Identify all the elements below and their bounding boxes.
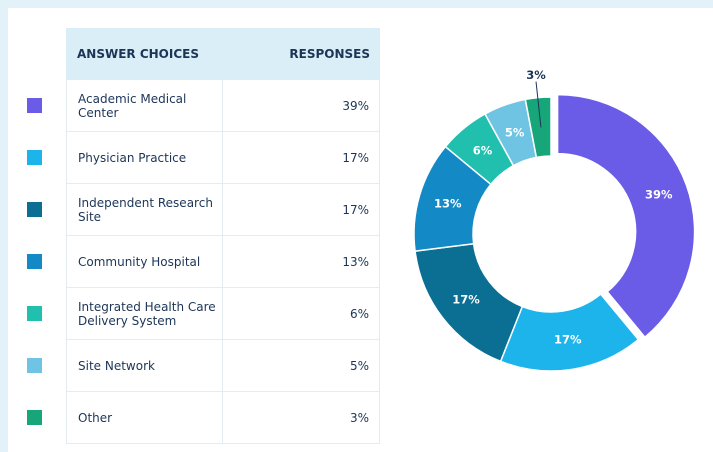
table-row: Community Hospital 13% [27, 236, 380, 288]
table-row: Other 3% [27, 392, 380, 444]
legend-swatch [27, 254, 42, 269]
category-cell: Physician Practice [67, 132, 223, 183]
category-cell: Academic Medical Center [67, 80, 223, 131]
category-cell: Other [67, 392, 223, 443]
legend-swatch [27, 98, 42, 113]
table-row: Integrated Health Care Delivery System 6% [27, 288, 380, 340]
category-cell: Independent Research Site [67, 184, 223, 235]
slice-label: 13% [434, 197, 462, 211]
panel: ANSWER CHOICES RESPONSES Academic Medica… [8, 8, 713, 452]
category-cell: Integrated Health Care Delivery System [67, 288, 223, 339]
legend-swatch [27, 150, 42, 165]
value-cell: 13% [342, 254, 369, 269]
table-header: ANSWER CHOICES RESPONSES [66, 28, 380, 80]
slice-label: 5% [505, 125, 525, 139]
slice-label: 17% [554, 333, 582, 347]
donut-chart: 39% 17% 17% 13% 6% 5% 3% [413, 68, 696, 372]
legend-swatch [27, 358, 42, 373]
donut-slice [556, 93, 696, 339]
table-row: Site Network 5% [27, 340, 380, 392]
table: ANSWER CHOICES RESPONSES Academic Medica… [27, 28, 380, 444]
value-cell: 6% [349, 306, 369, 321]
table-row: Independent Research Site 17% [27, 184, 380, 236]
slice-label: 39% [645, 188, 673, 202]
value-cell: 17% [342, 150, 369, 165]
legend-swatch [27, 410, 42, 425]
table-row: Physician Practice 17% [27, 132, 380, 184]
table-row: Academic Medical Center 39% [27, 80, 380, 132]
slice-label: 3% [526, 68, 546, 82]
donut-slice [524, 96, 552, 159]
category-cell: Site Network [67, 340, 223, 391]
legend-swatch [27, 202, 42, 217]
slice-label: 17% [452, 292, 480, 306]
header-cell: ANSWER CHOICES [77, 47, 199, 61]
category-cell: Community Hospital [67, 236, 223, 287]
header-cell: RESPONSES [289, 47, 370, 61]
value-cell: 17% [342, 202, 369, 217]
value-cell: 3% [349, 410, 369, 425]
slice-label: 6% [473, 144, 493, 158]
legend-swatch [27, 306, 42, 321]
value-cell: 5% [349, 358, 369, 373]
value-cell: 39% [342, 98, 369, 113]
leader-line [535, 81, 542, 128]
